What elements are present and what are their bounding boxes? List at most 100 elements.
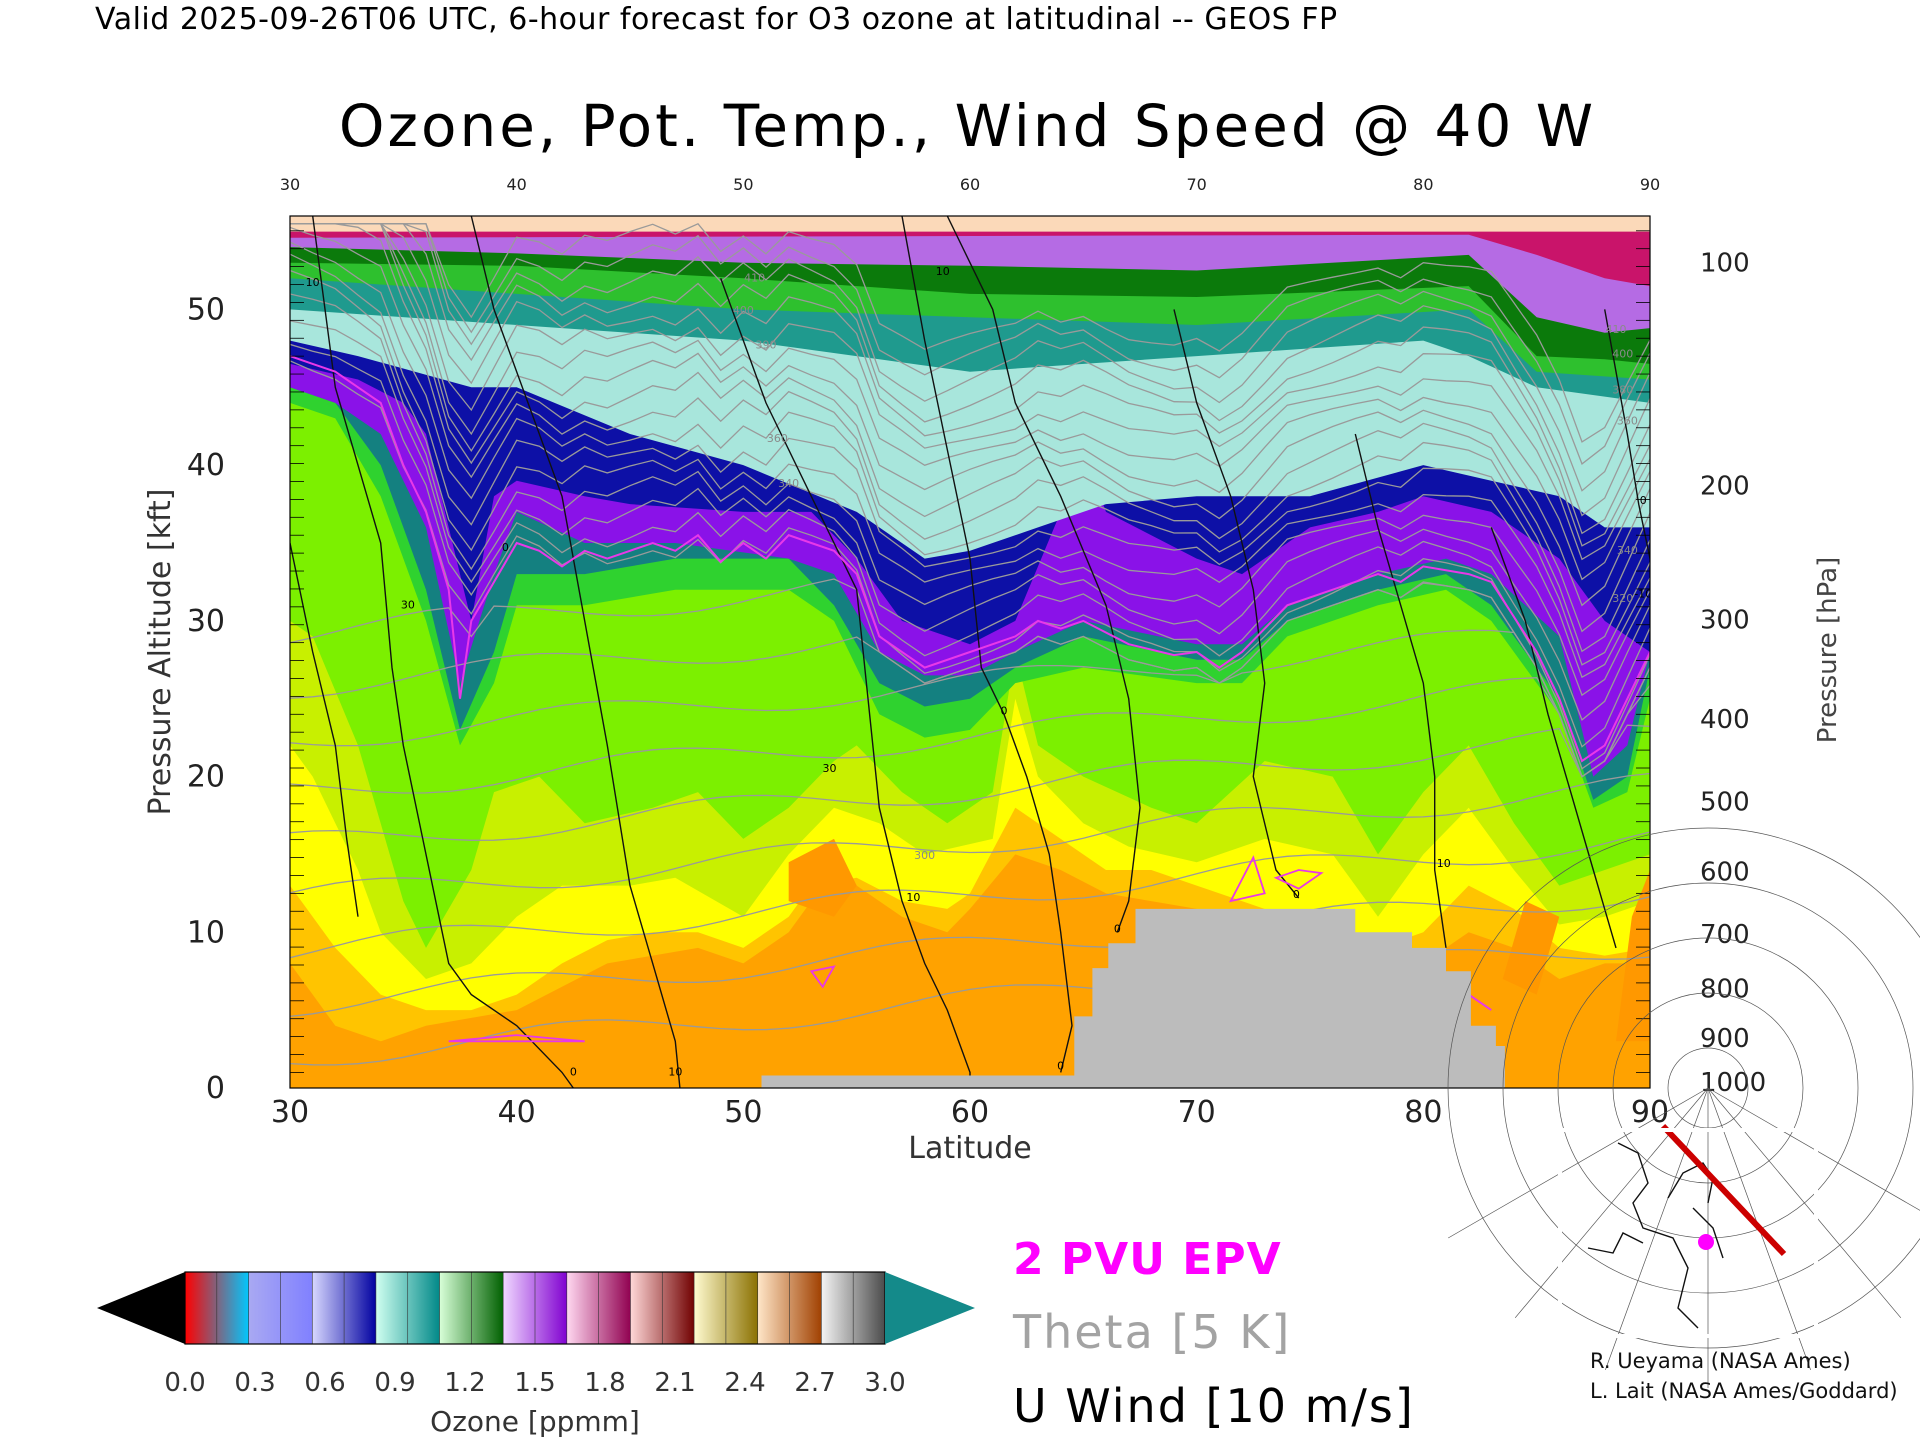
theta-contour <box>290 896 1650 1018</box>
wind-contour <box>720 278 971 1088</box>
coastline <box>1587 1142 1724 1329</box>
theta-contour <box>290 223 1650 535</box>
colorbar-tick-label: 0.6 <box>304 1368 345 1398</box>
wind-label: 30 <box>401 598 415 611</box>
y-tick-label: 40 <box>187 448 225 483</box>
inset-frame <box>1560 1130 1816 1336</box>
terrain-block <box>761 908 1505 1088</box>
axes: 3030404050506060707080809090010203040501… <box>143 175 1843 1166</box>
wind-contour <box>946 216 1141 933</box>
wind-label: 0 <box>1114 922 1121 935</box>
wind-label: 10 <box>906 891 920 904</box>
ozone-band <box>290 216 1650 287</box>
top-x-tick-label: 60 <box>960 175 980 194</box>
wind-label: 0 <box>1057 1059 1064 1072</box>
y-axis-label: Pressure Altitude [kft] <box>143 489 178 816</box>
plot-border <box>289 215 1651 1089</box>
epv-2pvu-loop <box>448 1034 585 1043</box>
x-tick-label: 90 <box>1631 1095 1669 1130</box>
colorbar-tick-label: 0.3 <box>234 1368 275 1398</box>
epv-2pvu-loop <box>1229 855 1266 903</box>
theta-contour <box>290 320 1650 721</box>
theta-label: 360 <box>1617 415 1638 428</box>
theta-label: 320 <box>1612 592 1633 605</box>
wind-label: 10 <box>306 276 320 289</box>
legend-entry: U Wind [10 m/s] <box>1013 1379 1415 1433</box>
credits: R. Ueyama (NASA Ames) L. Lait (NASA Ames… <box>1590 1346 1898 1406</box>
x-tick-label: 30 <box>271 1095 309 1130</box>
wind-label: 30 <box>822 762 836 775</box>
colorbar-tick-label: 2.7 <box>794 1368 835 1398</box>
x-tick-label: 50 <box>724 1095 762 1130</box>
pressure-tick-label: 200 <box>1700 471 1750 501</box>
colorbar-tick-label: 0.9 <box>374 1368 415 1398</box>
section-track <box>1660 1123 1787 1257</box>
wind-contour <box>901 216 1073 1073</box>
x-tick-label: 80 <box>1404 1095 1442 1130</box>
colorbar-tick-label: 2.4 <box>724 1368 765 1398</box>
y-tick-label: 0 <box>206 1071 225 1106</box>
ozone-patch <box>788 838 857 917</box>
theta-label: 400 <box>733 304 754 317</box>
theta-contour <box>290 772 1650 894</box>
theta-contour <box>290 223 1650 443</box>
plot-frame <box>289 215 1651 1089</box>
pressure-tick-label: 300 <box>1700 605 1750 635</box>
colorbar-tick-label: 1.5 <box>514 1368 555 1398</box>
theta-label: 400 <box>1612 348 1633 361</box>
ozone-band <box>290 216 1650 333</box>
legend-entry: 2 PVU EPV <box>1013 1234 1282 1285</box>
theta-contour <box>290 343 1650 748</box>
theta-contour <box>290 223 1650 581</box>
colorbar-tick-label: 0.0 <box>164 1368 205 1398</box>
meridian-line <box>1605 1087 1709 1371</box>
wind-contours <box>290 216 1650 1088</box>
meridian-line <box>1707 1087 1902 1319</box>
terrain-mask <box>761 908 1505 1088</box>
colorbar-label: Ozone [ppmm] <box>430 1405 640 1438</box>
theta-contour <box>290 269 1650 679</box>
wind-label: -10 <box>1634 588 1652 601</box>
top-x-tick-label: 80 <box>1413 175 1433 194</box>
wind-contour <box>1490 527 1617 949</box>
top-x-tick-label: 50 <box>733 175 753 194</box>
theta-contour <box>290 223 1650 465</box>
ozone-patch <box>1502 901 1560 995</box>
wind-contour <box>470 216 681 1088</box>
colorbar-under-arrow <box>97 1272 185 1344</box>
theta-contour <box>290 223 1650 561</box>
wind-contour <box>290 542 359 917</box>
y-tick-label: 30 <box>187 604 225 639</box>
theta-contour <box>290 629 1650 778</box>
pressure-tick-label: 900 <box>1700 1024 1750 1054</box>
x-tick-label: 70 <box>1178 1095 1216 1130</box>
ozone-patch <box>1616 870 1650 1042</box>
epv-2pvu-line <box>290 355 1650 763</box>
top-x-tick-label: 90 <box>1640 175 1660 194</box>
pressure-axis-label: Pressure [hPa] <box>1813 557 1843 744</box>
epv-2pvu-loop <box>809 965 836 989</box>
theta-contour <box>290 831 1650 959</box>
credit-line: R. Ueyama (NASA Ames) <box>1590 1349 1851 1373</box>
ozone-band <box>290 216 1650 232</box>
pressure-tick-label: 500 <box>1700 787 1750 817</box>
wind-label: 10 <box>1437 857 1451 870</box>
wind-label: 0 <box>1293 888 1300 901</box>
legend: 2 PVU EPV Theta [5 K] U Wind [10 m/s] <box>1012 1234 1415 1433</box>
y-tick-label: 50 <box>187 292 225 327</box>
theta-label: 380 <box>1612 384 1633 397</box>
theta-label: 340 <box>778 477 799 490</box>
wind-label: 10 <box>668 1066 682 1079</box>
pressure-tick-label: 1000 <box>1700 1068 1766 1098</box>
forecast-header: Valid 2025-09-26T06 UTC, 6-hour forecast… <box>95 2 1338 37</box>
theta-contour <box>290 293 1650 697</box>
theta-label: 390 <box>756 338 777 351</box>
meridian-line <box>1514 1087 1709 1319</box>
wind-label: 0 <box>570 1066 577 1079</box>
legend-entry: Theta [5 K] <box>1012 1305 1291 1359</box>
theta-contour <box>290 223 1650 547</box>
pressure-tick-label: 600 <box>1700 858 1750 888</box>
x-axis-label: Latitude <box>908 1131 1031 1166</box>
theta-label: 410 <box>744 271 765 284</box>
ozone-fill <box>290 216 1650 1042</box>
